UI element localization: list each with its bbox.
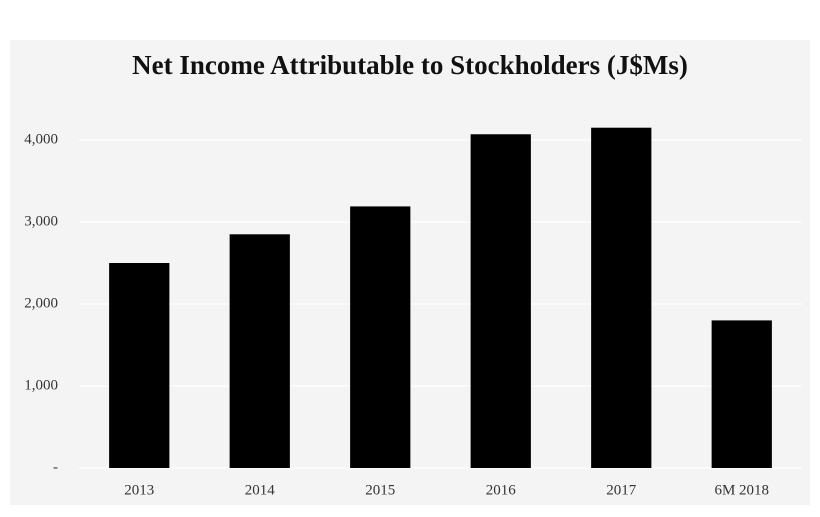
- x-tick-label: 2013: [124, 482, 154, 498]
- bar: [350, 206, 411, 469]
- x-tick-label: 2014: [245, 482, 276, 498]
- y-tick-label: 4,000: [24, 131, 58, 147]
- x-tick-label: 6M 2018: [714, 482, 769, 498]
- bar: [109, 263, 170, 468]
- y-tick-label: -: [53, 459, 58, 475]
- x-tick-label: 2015: [365, 482, 395, 498]
- chart-title: Net Income Attributable to Stockholders …: [132, 50, 688, 80]
- x-tick-label: 2017: [606, 482, 637, 498]
- y-tick-label: 1,000: [24, 377, 58, 393]
- y-tick-label: 3,000: [24, 213, 58, 229]
- y-tick-label: 2,000: [24, 295, 58, 311]
- bar: [591, 127, 652, 468]
- x-tick-label: 2016: [486, 482, 517, 498]
- bar: [229, 234, 290, 468]
- bar: [711, 320, 772, 468]
- bar: [470, 134, 531, 468]
